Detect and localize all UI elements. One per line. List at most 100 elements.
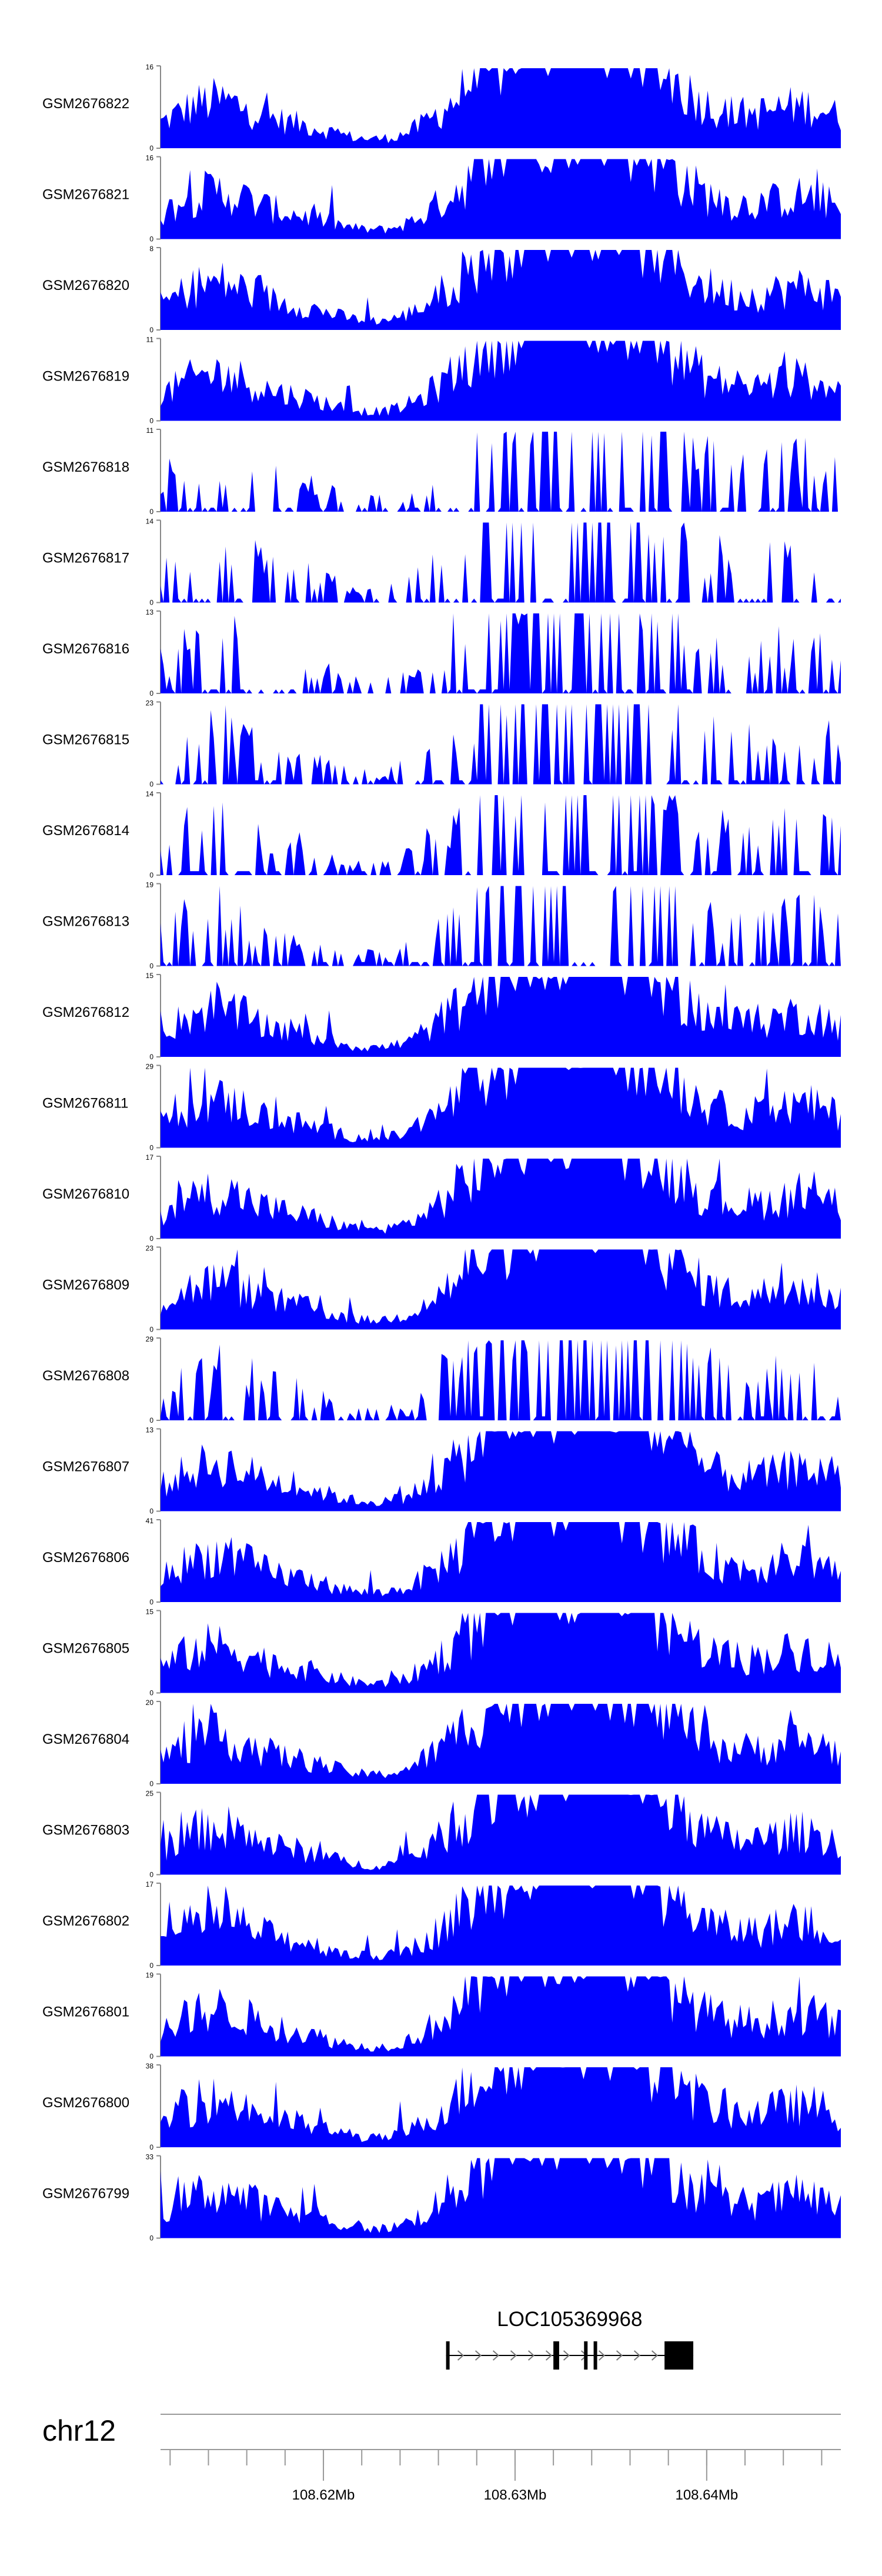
track-ymin-label: 0 [149, 144, 153, 152]
track-ymin-label: 0 [149, 508, 153, 516]
track-ymax-label: 16 [146, 154, 154, 162]
track-ymax-label: 41 [146, 1517, 154, 1525]
track-name-label: GSM2676801 [42, 2004, 129, 2020]
track-ymin-label: 0 [149, 1326, 153, 1334]
track-ymin-label: 0 [149, 599, 153, 607]
track-name-label: GSM2676817 [42, 550, 129, 566]
track-ymin-label: 0 [149, 1689, 153, 1697]
gene-strand-arrow [563, 2350, 570, 2361]
track-ymax-label: 23 [146, 699, 154, 708]
track-name-label: GSM2676807 [42, 1459, 129, 1475]
track-signal-area [161, 1794, 841, 1875]
track-signal-area [161, 159, 841, 239]
track-ymin-label: 0 [149, 2234, 153, 2243]
axis-tick-label: 108.64Mb [675, 2487, 738, 2503]
track-ymax-label: 8 [149, 245, 153, 253]
gene-exons [446, 2341, 694, 2370]
track-signal-area [161, 977, 841, 1057]
track-ymin-label: 0 [149, 1053, 153, 1061]
gene-strand-arrow [510, 2350, 517, 2361]
track-GSM2676799: 33 0 GSM2676799 [42, 2153, 841, 2243]
track-GSM2676816: 13 0 GSM2676816 [42, 608, 841, 698]
track-name-label: GSM2676810 [42, 1186, 129, 1202]
axis-tick-label: 108.63Mb [484, 2487, 547, 2503]
track-ymin-label: 0 [149, 1144, 153, 1152]
track-GSM2676812: 15 0 GSM2676812 [42, 972, 841, 1061]
track-GSM2676810: 17 0 GSM2676810 [42, 1153, 841, 1243]
gene-strand-arrows [457, 2350, 676, 2361]
track-ymax-label: 16 [146, 63, 154, 71]
track-signal-area [161, 886, 841, 966]
track-signal-area [161, 704, 841, 785]
track-GSM2676803: 25 0 GSM2676803 [42, 1790, 841, 1879]
track-ymin-label: 0 [149, 871, 153, 879]
track-name-label: GSM2676819 [42, 369, 129, 385]
track-GSM2676815: 23 0 GSM2676815 [42, 699, 841, 789]
track-ymin-label: 0 [149, 235, 153, 243]
gene-exon [446, 2341, 450, 2370]
track-ymin-label: 0 [149, 1871, 153, 1879]
track-name-label: GSM2676804 [42, 1731, 129, 1747]
track-signal-area [161, 2067, 841, 2147]
track-name-label: GSM2676812 [42, 1005, 129, 1020]
track-GSM2676807: 13 0 GSM2676807 [42, 1426, 841, 1516]
track-ymax-label: 15 [146, 1608, 154, 1616]
gene-track: LOC105369968 [446, 2308, 694, 2370]
track-ymax-label: 13 [146, 608, 154, 616]
track-name-label: GSM2676809 [42, 1277, 129, 1293]
gene-strand-arrow [545, 2350, 553, 2361]
track-name-label: GSM2676802 [42, 1913, 129, 1929]
track-name-label: GSM2676822 [42, 96, 129, 112]
track-ymax-label: 29 [146, 1335, 154, 1343]
track-GSM2676818: 11 0 GSM2676818 [42, 426, 841, 516]
track-ymax-label: 29 [146, 1063, 154, 1071]
track-GSM2676801: 19 0 GSM2676801 [42, 1971, 841, 2061]
track-ymax-label: 20 [146, 1699, 154, 1707]
track-ymin-label: 0 [149, 2143, 153, 2151]
track-ymin-label: 0 [149, 1507, 153, 1516]
track-ymin-label: 0 [149, 1234, 153, 1243]
gene-name-label: LOC105369968 [497, 2308, 642, 2331]
genome-axis: chr12 108.62Mb 108.63Mb 108.64Mb [42, 2414, 841, 2503]
track-name-label: GSM2676799 [42, 2186, 129, 2202]
track-ymax-label: 33 [146, 2153, 154, 2161]
track-GSM2676809: 23 0 GSM2676809 [42, 1244, 841, 1334]
track-GSM2676813: 19 0 GSM2676813 [42, 881, 841, 970]
track-ymax-label: 38 [146, 2062, 154, 2070]
gene-strand-arrow [475, 2350, 482, 2361]
track-ymax-label: 14 [146, 790, 154, 798]
track-signal-area [161, 341, 841, 421]
track-name-label: GSM2676818 [42, 459, 129, 475]
track-ymax-label: 19 [146, 881, 154, 889]
track-ymin-label: 0 [149, 326, 153, 334]
track-ymin-label: 0 [149, 1598, 153, 1606]
track-GSM2676805: 15 0 GSM2676805 [42, 1608, 841, 1697]
track-GSM2676808: 29 0 GSM2676808 [42, 1335, 841, 1424]
track-signal-area [161, 68, 841, 148]
track-GSM2676817: 14 0 GSM2676817 [42, 518, 841, 607]
track-GSM2676820: 8 0 GSM2676820 [42, 245, 841, 334]
gene-strand-arrow [616, 2350, 623, 2361]
track-name-label: GSM2676806 [42, 1550, 129, 1566]
track-name-label: GSM2676805 [42, 1641, 129, 1657]
track-signal-area [161, 1704, 841, 1784]
chromosome-label: chr12 [42, 2414, 116, 2447]
track-GSM2676802: 17 0 GSM2676802 [42, 1880, 841, 1970]
track-signal-area [161, 1067, 841, 1148]
track-ymax-label: 11 [146, 336, 154, 344]
track-GSM2676800: 38 0 GSM2676800 [42, 2062, 841, 2151]
track-name-label: GSM2676813 [42, 914, 129, 930]
track-signal-area [161, 613, 841, 693]
gene-strand-arrow [527, 2350, 535, 2361]
track-GSM2676822: 16 0 GSM2676822 [42, 63, 841, 152]
track-ymax-label: 17 [146, 1153, 154, 1162]
gene-strand-arrow [598, 2350, 606, 2361]
gene-exon [593, 2341, 597, 2370]
track-ymax-label: 19 [146, 1971, 154, 1980]
track-ymin-label: 0 [149, 689, 153, 698]
track-GSM2676814: 14 0 GSM2676814 [42, 790, 841, 879]
track-signal-area [161, 432, 841, 512]
axis-ticks: 108.62Mb 108.63Mb 108.64Mb [169, 2450, 823, 2503]
track-ymax-label: 14 [146, 518, 154, 526]
gene-strand-arrow [651, 2350, 659, 2361]
